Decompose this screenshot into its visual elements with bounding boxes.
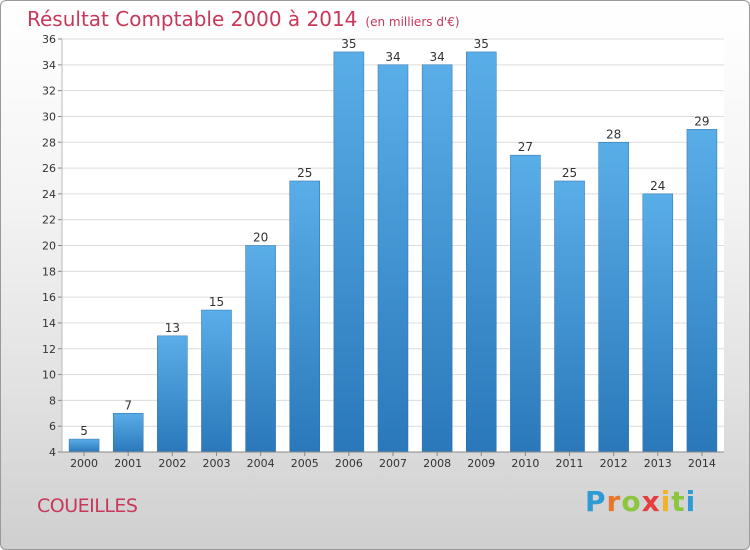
y-tick-label: 22 xyxy=(42,214,56,227)
logo-letter: t xyxy=(671,485,686,518)
x-tick-label: 2004 xyxy=(247,457,275,470)
bar-value-label: 5 xyxy=(80,424,88,438)
bar xyxy=(333,51,365,453)
bar xyxy=(466,51,497,453)
x-tick-label: 2011 xyxy=(556,457,584,470)
x-tick-label: 2000 xyxy=(70,457,98,470)
bar xyxy=(68,438,100,453)
x-tick-label: 2001 xyxy=(114,457,142,470)
bar-value-label: 27 xyxy=(518,140,533,154)
bar-value-label: 7 xyxy=(124,398,132,412)
x-tick-label: 2006 xyxy=(335,457,363,470)
y-tick-label: 28 xyxy=(42,136,56,149)
x-tick-label: 2003 xyxy=(202,457,230,470)
bar-value-label: 34 xyxy=(385,50,400,64)
bar-value-label: 35 xyxy=(474,37,489,51)
y-tick-label: 36 xyxy=(42,33,56,46)
logo-letter: x xyxy=(641,485,661,518)
y-tick-label: 8 xyxy=(49,394,56,407)
logo-letter: P xyxy=(585,485,607,518)
x-tick-label: 2012 xyxy=(600,457,628,470)
x-tick-label: 2002 xyxy=(158,457,186,470)
x-tick-label: 2007 xyxy=(379,457,407,470)
bar-chart: 5 7 13 15 20 25 35 34 34 35 27 25 28 24 29 4 6 8 10 12 14 16… xyxy=(42,33,724,470)
x-tick-label: 2008 xyxy=(423,457,451,470)
x-tick-label: 2009 xyxy=(467,457,495,470)
y-tick-label: 12 xyxy=(42,343,56,356)
y-tick-label: 20 xyxy=(42,240,56,253)
logo-letter: i xyxy=(685,485,697,518)
y-tick-label: 10 xyxy=(42,369,56,382)
bar-value-label: 25 xyxy=(562,166,577,180)
bar xyxy=(554,180,585,453)
bar xyxy=(510,154,541,453)
bar xyxy=(289,180,320,453)
bar-value-label: 25 xyxy=(297,166,312,180)
bar xyxy=(377,64,409,453)
x-tick-label: 2005 xyxy=(291,457,319,470)
y-tick-label: 16 xyxy=(42,291,56,304)
y-tick-label: 26 xyxy=(42,162,56,175)
chart-title: Résultat Comptable 2000 à 2014 xyxy=(27,7,358,31)
y-tick-label: 34 xyxy=(42,59,56,72)
y-tick-label: 24 xyxy=(42,188,56,201)
logo-letter: r xyxy=(606,485,622,518)
y-tick-label: 6 xyxy=(49,420,56,433)
bar-value-label: 34 xyxy=(429,50,444,64)
bar-value-label: 28 xyxy=(606,127,621,141)
bar-value-label: 20 xyxy=(253,231,268,245)
bar-value-label: 13 xyxy=(165,321,180,335)
chart-subtitle: (en milliers d'€) xyxy=(365,15,460,29)
x-tick-label: 2010 xyxy=(511,457,539,470)
bar-value-label: 29 xyxy=(694,114,709,128)
y-tick-label: 4 xyxy=(49,446,56,459)
y-tick-label: 32 xyxy=(42,85,56,98)
bar xyxy=(686,129,718,453)
bar-value-label: 15 xyxy=(209,295,224,309)
proxiti-logo: Proxiti xyxy=(585,485,696,518)
bars: 5 7 13 15 20 25 35 34 34 35 27 25 28 24 29 xyxy=(68,37,718,453)
bar xyxy=(201,309,232,453)
title-block: Résultat Comptable 2000 à 2014 (en millie… xyxy=(27,7,460,31)
y-axis-ticks: 4 6 8 10 12 14 16 18 20 22 24 26 28 30 32 34 36 xyxy=(42,33,62,459)
y-tick-label: 14 xyxy=(42,317,56,330)
y-tick-label: 18 xyxy=(42,265,56,278)
bar-value-label: 24 xyxy=(650,179,665,193)
logo-letter: i xyxy=(660,485,672,518)
x-axis-ticks: 2000 2001 2002 2003 2004 2005 2006 2007 2008 2009… xyxy=(70,452,716,470)
x-tick-label: 2013 xyxy=(644,457,672,470)
x-tick-label: 2014 xyxy=(688,457,716,470)
commune-name: COUEILLES xyxy=(37,495,138,517)
bar xyxy=(157,335,188,453)
bar xyxy=(112,413,144,453)
bar-value-label: 35 xyxy=(341,37,356,51)
bar xyxy=(642,193,674,453)
bar xyxy=(245,245,276,453)
bar xyxy=(421,64,453,453)
y-tick-label: 30 xyxy=(42,110,56,123)
bar xyxy=(598,142,629,453)
logo-letter: o xyxy=(621,485,642,518)
